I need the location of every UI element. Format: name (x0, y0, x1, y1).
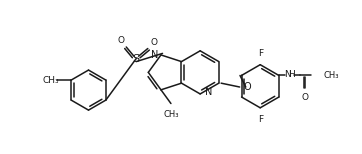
Text: H: H (288, 70, 295, 79)
Text: O: O (302, 93, 308, 102)
Text: CH₃: CH₃ (42, 76, 59, 85)
Text: CH₃: CH₃ (324, 71, 339, 80)
Text: N: N (284, 70, 291, 79)
Text: N: N (205, 87, 212, 97)
Text: O: O (244, 82, 251, 92)
Text: O: O (151, 38, 157, 47)
Text: CH₃: CH₃ (163, 110, 179, 119)
Text: F: F (258, 49, 263, 58)
Text: F: F (258, 115, 263, 124)
Text: O: O (117, 36, 124, 45)
Text: N: N (151, 50, 158, 60)
Text: S: S (133, 54, 140, 63)
